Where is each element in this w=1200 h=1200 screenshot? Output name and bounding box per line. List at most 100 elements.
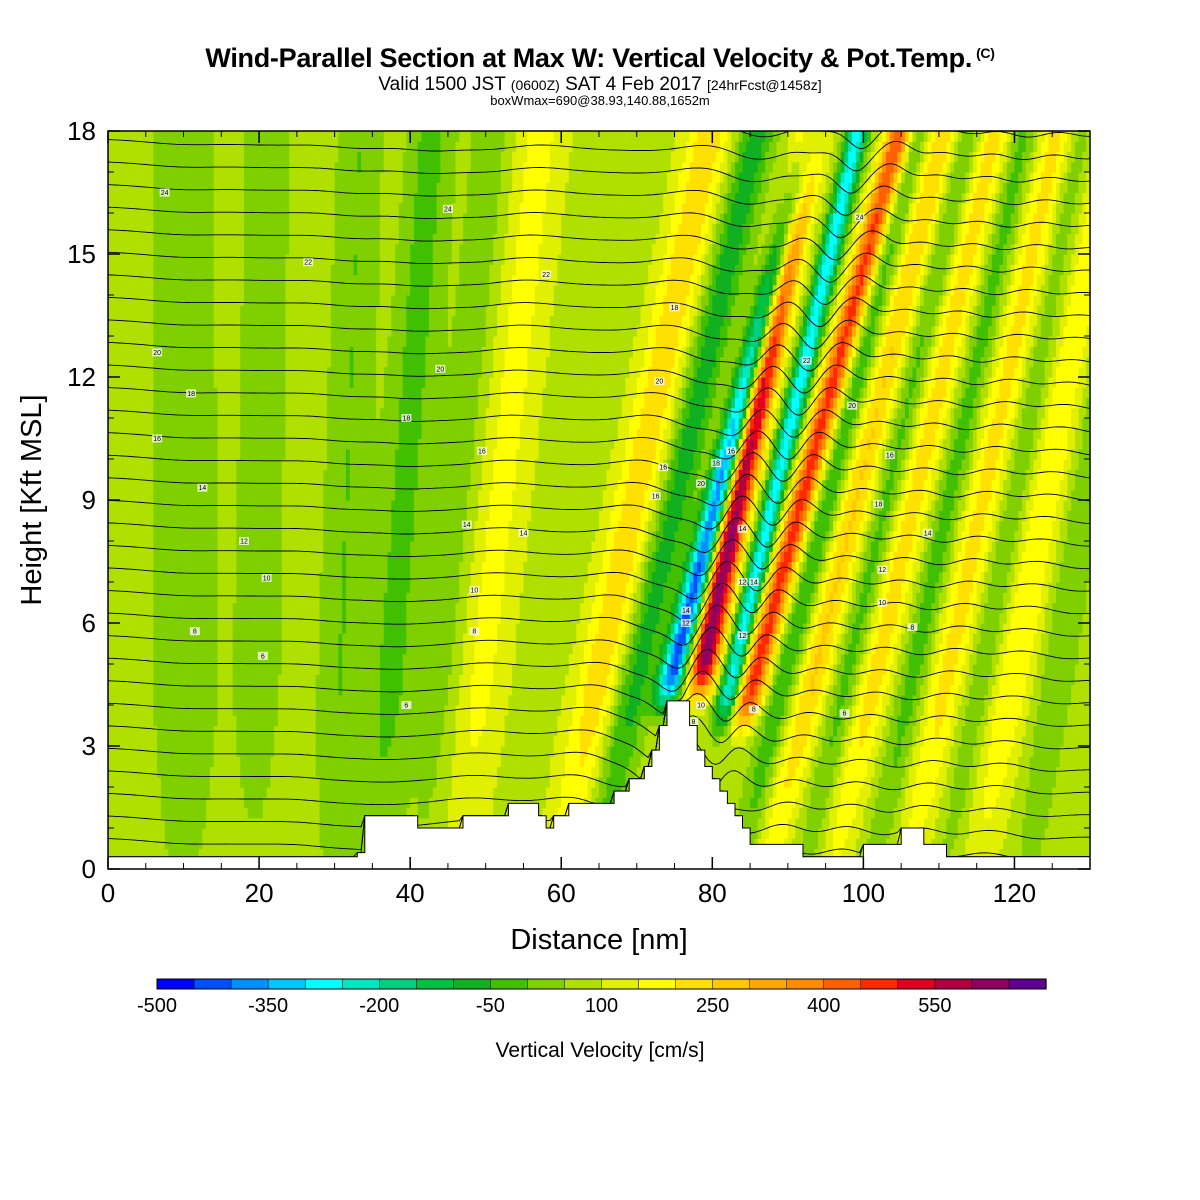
w-cell [285,438,290,450]
w-cell [149,202,154,214]
w-cell [198,643,204,655]
w-cell [213,674,219,686]
w-cell [308,448,313,460]
w-cell [134,541,139,552]
w-cell [277,428,283,440]
w-cell [330,264,336,276]
w-cell [168,264,173,276]
w-cell [285,428,290,440]
w-cell [319,213,324,224]
w-cell [274,602,279,614]
w-cell [353,377,358,388]
w-cell [240,848,245,860]
w-cell [319,243,324,255]
w-cell [206,223,211,235]
w-cell [202,325,207,337]
w-cell [270,571,275,583]
w-cell [330,766,336,778]
w-cell [123,510,128,522]
w-cell [247,233,253,245]
w-cell [141,448,147,460]
w-cell [240,479,245,491]
w-cell [198,756,204,768]
w-cell [330,356,336,368]
w-cell [293,397,298,409]
w-cell [270,366,275,378]
w-cell [327,356,332,368]
w-cell [338,459,343,470]
w-cell [160,233,166,245]
w-cell [349,756,355,768]
w-cell [274,264,279,276]
w-cell [311,807,317,819]
w-cell [183,397,188,409]
w-cell [357,397,362,409]
w-cell [285,633,290,645]
w-cell [293,571,298,583]
w-cell [130,336,136,347]
w-cell [270,192,275,204]
w-cell [172,766,177,778]
w-cell [141,520,147,532]
w-cell [243,438,249,450]
w-cell [179,377,185,388]
w-cell [353,192,358,204]
w-cell [368,746,373,757]
w-cell [243,243,249,255]
w-cell [255,192,260,204]
w-cell [240,817,245,829]
w-cell [111,807,117,819]
w-cell [364,141,370,153]
w-cell [221,459,226,470]
w-cell [145,571,151,583]
w-cell [213,223,219,235]
w-cell [217,643,222,655]
w-cell [308,746,313,757]
w-cell [259,233,264,245]
w-cell [296,592,302,604]
w-cell [243,479,249,491]
w-cell [172,305,177,317]
w-cell [130,776,136,788]
w-cell [342,274,347,286]
w-cell [327,633,332,645]
w-cell [138,828,143,839]
w-cell [134,438,139,450]
w-cell [194,223,200,235]
w-cell [338,571,343,583]
copyright-mark: (C) [976,45,995,61]
w-cell [289,223,294,235]
w-cell [168,336,173,347]
w-cell [172,202,177,214]
w-cell [274,213,279,224]
w-cell [217,664,222,675]
w-cell [202,469,207,481]
w-cell [115,510,120,522]
w-cell [179,489,185,501]
w-cell [262,233,268,245]
w-cell [281,223,287,235]
w-cell [191,202,196,214]
w-cell [108,500,113,511]
w-cell [153,356,158,368]
w-cell [157,182,162,194]
w-cell [221,705,226,716]
w-cell [179,151,185,163]
w-cell [179,766,185,778]
w-cell [236,151,241,163]
w-cell [236,459,241,470]
w-cell [345,787,351,798]
w-cell [289,674,294,686]
w-cell [293,612,298,624]
w-cell [361,715,366,727]
w-cell [262,664,268,675]
w-cell [236,264,241,276]
w-cell [228,735,234,747]
w-cell [111,653,117,665]
w-cell [259,336,264,347]
w-cell [160,479,166,491]
w-cell [138,428,143,440]
w-cell [281,397,287,409]
w-cell [149,438,154,450]
w-cell [225,141,230,153]
